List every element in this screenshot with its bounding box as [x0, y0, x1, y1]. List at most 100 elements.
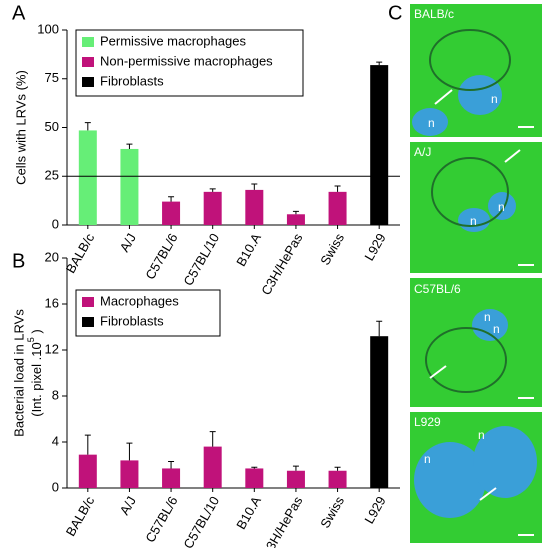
micrograph: A/J n n [410, 142, 542, 273]
y-tick-label: 50 [45, 119, 59, 134]
x-tick-label: B10.A [233, 230, 264, 268]
error-bar [292, 465, 299, 471]
vacuole [429, 29, 511, 91]
legend-box [75, 289, 221, 337]
x-tick-label: L929 [361, 231, 388, 264]
nucleus-label: n [424, 452, 431, 466]
nucleus-label: n [491, 92, 498, 106]
bar [203, 446, 222, 488]
image [410, 142, 542, 273]
arrow [479, 487, 497, 501]
bar [286, 470, 305, 488]
image-label: C57BL/6 [414, 282, 461, 296]
bar [370, 65, 389, 225]
x-tick-label: Swiss [317, 493, 347, 530]
y-tick-label: 0 [52, 216, 59, 231]
legend-swatch [82, 297, 94, 307]
bar [203, 191, 222, 225]
y-axis-unit: (Int. pixel .10 [29, 342, 44, 416]
x-tick-label: BALB/c [63, 493, 98, 538]
x-tick-label: C57BL/10 [180, 494, 222, 548]
nucleus-label: n [478, 428, 485, 442]
nucleus [472, 309, 508, 341]
y-axis-label: Cells with LRVs (%) [13, 70, 28, 185]
bar [162, 201, 181, 225]
bar [286, 214, 305, 225]
legend-swatch [82, 57, 94, 67]
nucleus [473, 426, 537, 498]
image-label: BALB/c [414, 7, 454, 21]
micrograph: C57BL/6 n n [410, 278, 542, 407]
error-bar [168, 196, 175, 202]
panel-letter: A [12, 2, 26, 24]
nucleus [488, 192, 516, 220]
nucleus-label: n [428, 116, 435, 130]
error-bar [376, 61, 383, 66]
bar [162, 468, 181, 488]
micrograph: BALB/c n n [410, 4, 542, 137]
x-tick-label: C57BL/6 [142, 231, 180, 282]
error-bar [334, 185, 341, 192]
y-tick-label: 20 [45, 249, 59, 264]
nucleus-label: n [470, 214, 477, 228]
legend-label: Fibroblasts [100, 313, 164, 328]
error-bar [168, 461, 175, 469]
nucleus-label: n [498, 200, 505, 214]
error-bar [251, 183, 258, 190]
legend-swatch [82, 317, 94, 327]
x-tick-label: C3H/HePas [258, 493, 306, 548]
arrow [504, 149, 521, 163]
nucleus [414, 442, 486, 518]
x-tick-label: C57BL/6 [142, 494, 180, 545]
legend-label: Macrophages [100, 293, 179, 308]
legend-label: Permissive macrophages [100, 33, 246, 48]
x-tick-label: BALB/c [63, 230, 98, 275]
error-bar [126, 143, 133, 149]
bar [370, 336, 389, 488]
image [410, 278, 542, 407]
legend-swatch [82, 77, 94, 87]
bar [78, 130, 97, 225]
y-tick-label: 100 [37, 21, 59, 36]
bar [78, 454, 97, 488]
micrograph: L929 n n [410, 412, 542, 543]
bar [245, 189, 264, 225]
error-bar [334, 466, 341, 471]
legend-box [75, 29, 304, 97]
x-tick-label: C57BL/10 [180, 231, 222, 289]
nucleus [412, 108, 448, 136]
error-bar [376, 320, 383, 337]
x-tick-label: L929 [361, 494, 388, 527]
vacuole [431, 157, 509, 227]
error-bar [126, 442, 133, 461]
panel-letter: B [12, 250, 25, 272]
y-tick-label: 75 [45, 70, 59, 85]
image-label: L929 [414, 415, 441, 429]
bar [328, 191, 347, 225]
error-bar [251, 466, 258, 469]
bar [245, 468, 264, 488]
x-tick-label: C3H/HePas [258, 230, 306, 297]
arrow [434, 89, 453, 105]
legend-swatch [82, 37, 94, 47]
y-axis-label: (Int. pixel .105 ) [26, 329, 44, 416]
error-bar [84, 434, 91, 455]
nucleus-label: n [493, 322, 500, 336]
y-axis-exponent: 5 [26, 337, 36, 342]
panel-letter: C [388, 2, 402, 24]
bar [328, 470, 347, 488]
image-label: A/J [414, 145, 431, 159]
x-tick-label: A/J [117, 494, 139, 518]
vacuole [425, 327, 507, 393]
y-tick-label: 12 [45, 341, 59, 356]
x-tick-label: B10.A [233, 493, 264, 531]
y-tick-label: 0 [52, 479, 59, 494]
nucleus-label: n [484, 310, 491, 324]
error-bar [84, 122, 91, 131]
x-tick-label: A/J [117, 231, 139, 255]
error-bar [209, 431, 216, 447]
arrow [429, 365, 447, 379]
error-bar [209, 188, 216, 192]
x-tick-label: Swiss [317, 230, 347, 267]
